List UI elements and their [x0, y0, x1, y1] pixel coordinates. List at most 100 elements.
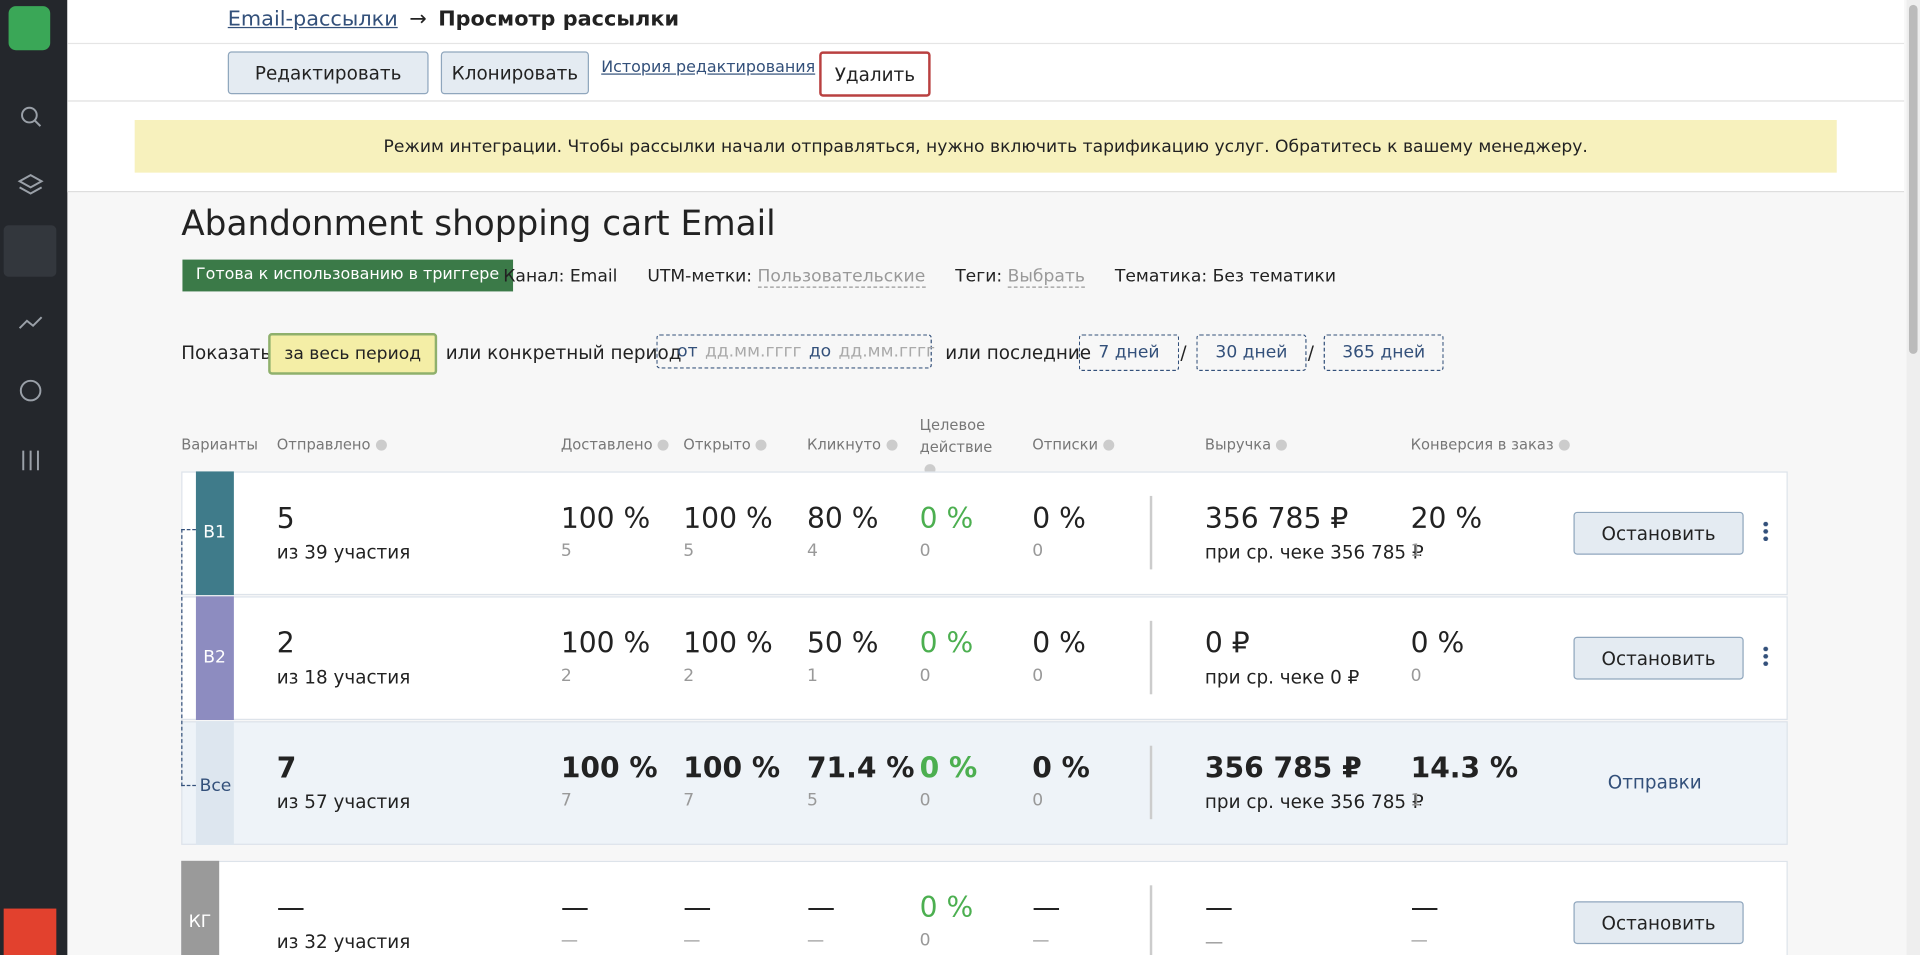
variant-strip [195, 471, 234, 596]
column-header: Варианты [181, 435, 258, 454]
banner: Режим интеграции. Чтобы рассылки начали … [134, 120, 1837, 173]
sent-sub: из 57 участия [276, 791, 411, 814]
metric: 100 % [560, 753, 658, 785]
help-icon[interactable] [924, 464, 936, 476]
sent: 5 [276, 503, 295, 536]
metric-sub: 7 [560, 791, 572, 811]
metric-sub: 5 [806, 791, 818, 811]
separator: / [1307, 341, 1314, 364]
divider [1149, 885, 1153, 955]
variant-label: КГ [188, 912, 212, 932]
metric-sub: — [1032, 930, 1050, 951]
column-header: Доставлено [561, 436, 669, 453]
more-menu[interactable] [1763, 645, 1769, 668]
logo[interactable] [8, 6, 51, 51]
metric-sub: 1 [806, 666, 818, 686]
preset[interactable]: 7 дней [1078, 334, 1180, 372]
help-icon[interactable] [375, 439, 387, 451]
tags-value[interactable]: Выбрать [1007, 266, 1085, 288]
metric-sub: 0 [919, 541, 931, 561]
period-all[interactable]: за весь период [268, 333, 438, 375]
conversion-sub: 0 [1410, 666, 1422, 686]
column-header: Выручка [1205, 436, 1288, 453]
help-icon[interactable] [885, 439, 897, 451]
topic: Тематика: Без тематики [1114, 266, 1337, 287]
nav-icons [17, 106, 44, 471]
metric: — [1032, 892, 1061, 925]
stop-button[interactable]: Остановить [1573, 901, 1744, 945]
revenue-sub: при ср. чеке 0 ₽ [1204, 666, 1360, 689]
stop-button[interactable]: Остановить [1573, 511, 1744, 555]
clone-button[interactable]: Клонировать [440, 51, 589, 95]
label: Удалить [834, 63, 916, 86]
history-link[interactable]: История редактирования [601, 58, 816, 78]
metric-sub: — [683, 930, 701, 951]
sent: 2 [276, 628, 295, 661]
metric: 100 % [683, 628, 773, 661]
metric-sub: 5 [683, 541, 695, 561]
breadcrumb-link[interactable]: Email-рассылки [227, 7, 398, 32]
breadcrumb: Email-рассылки → Просмотр рассылки [227, 7, 680, 32]
row [181, 471, 1788, 596]
edit-button[interactable]: Редактировать [227, 51, 429, 95]
preset[interactable]: 30 дней [1196, 334, 1307, 372]
filter-show: Показать [181, 341, 272, 364]
divider [1149, 620, 1153, 695]
metric-sub: 0 [919, 666, 931, 686]
revenue-sub: — [1204, 930, 1224, 953]
metric: 100 % [683, 503, 773, 536]
meta: Канал: Email UTM-метки: Пользовательские… [503, 266, 1337, 288]
status-badge: Готова к использованию в триггере [182, 259, 513, 292]
metric: 80 % [806, 503, 879, 536]
divider [1149, 745, 1153, 820]
scrollbar [1906, 0, 1920, 955]
metric-sub: 0 [919, 791, 931, 811]
metric: 0 % [919, 628, 974, 661]
utm-value[interactable]: Пользовательские [757, 266, 926, 288]
tags-label: Теги: [955, 266, 1003, 287]
sends-link[interactable]: Отправки [1607, 771, 1702, 794]
help-icon[interactable] [1102, 439, 1114, 451]
conversion-sub: 1 [1410, 791, 1422, 811]
metric: 0 % [1032, 753, 1090, 785]
preset[interactable]: 365 дней [1323, 334, 1444, 372]
column-header: Открыто [683, 436, 767, 453]
delete-button[interactable]: Удалить [819, 51, 931, 97]
breadcrumb-current: Просмотр рассылки [438, 7, 680, 32]
variant-bracket [181, 528, 196, 787]
revenue-sub: при ср. чеке 356 785 ₽ [1204, 541, 1424, 564]
help-icon[interactable] [1558, 439, 1570, 451]
divider [1149, 495, 1153, 570]
variant-label: B2 [203, 647, 226, 668]
action-button[interactable] [3, 908, 57, 955]
metric: 0 % [919, 892, 974, 925]
help-icon[interactable] [1276, 439, 1288, 451]
stop-button[interactable]: Остановить [1573, 636, 1744, 680]
sent: — [276, 892, 305, 925]
separator: / [1180, 341, 1187, 364]
conversion: 14.3 % [1410, 753, 1519, 785]
metric: 100 % [560, 503, 651, 536]
metric: 71.4 % [806, 753, 915, 785]
more-menu[interactable] [1763, 520, 1769, 543]
nav-active[interactable] [3, 225, 57, 277]
date-range[interactable]: от дд.мм.гггг до дд.мм.гггг [656, 334, 935, 369]
placeholder: дд.мм.гггг [704, 341, 802, 362]
sent-sub: из 32 участия [276, 930, 411, 953]
metric-sub: 0 [1032, 791, 1044, 811]
help-icon[interactable] [657, 439, 669, 451]
metric: 100 % [683, 753, 781, 785]
metric-sub: 0 [1032, 666, 1044, 686]
to: до [808, 341, 832, 362]
channel: Канал: Email [503, 266, 618, 287]
help-icon[interactable] [755, 439, 767, 451]
utm-label: UTM-метки: [647, 266, 753, 287]
divider [67, 42, 1905, 45]
conversion: — [1410, 892, 1439, 925]
column-header: Отправлено [277, 436, 387, 453]
metric: — [683, 892, 712, 925]
revenue: 0 ₽ [1204, 628, 1250, 661]
metric: 0 % [1032, 628, 1086, 661]
row [181, 860, 1788, 955]
